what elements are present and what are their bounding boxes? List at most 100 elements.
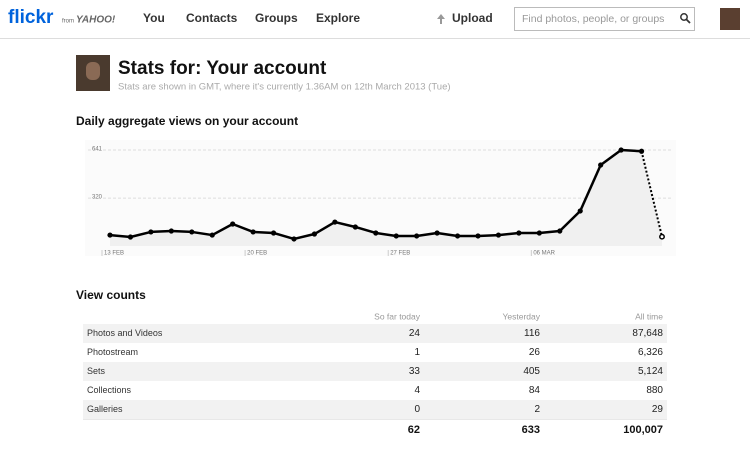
cell-value: 24 bbox=[409, 328, 421, 339]
data-point bbox=[536, 230, 542, 236]
line-segment bbox=[539, 229, 560, 235]
avatar-face bbox=[86, 62, 100, 80]
upload-link[interactable]: Upload bbox=[452, 11, 493, 25]
data-point bbox=[332, 219, 338, 225]
data-point bbox=[577, 208, 583, 214]
cell-value: 26 bbox=[529, 347, 541, 358]
data-point bbox=[373, 230, 379, 236]
data-point bbox=[434, 230, 440, 236]
data-point bbox=[209, 232, 215, 238]
total-value: 62 bbox=[408, 424, 420, 436]
data-point bbox=[638, 148, 645, 154]
line-segment bbox=[273, 231, 295, 241]
data-point bbox=[230, 221, 236, 227]
line-segment bbox=[211, 222, 234, 237]
cell-value: 87,648 bbox=[632, 328, 663, 339]
cell-value: 84 bbox=[529, 385, 541, 396]
data-point bbox=[311, 231, 318, 237]
y-tick-label: 320 bbox=[92, 195, 103, 201]
data-point bbox=[189, 229, 195, 235]
line-segment bbox=[416, 231, 438, 238]
cell-value: 29 bbox=[652, 404, 664, 415]
table-title: View counts bbox=[76, 288, 146, 302]
table-row-bg bbox=[83, 362, 667, 381]
total-value: 633 bbox=[522, 424, 540, 436]
table-row-bg bbox=[83, 381, 667, 400]
x-tick-label: 06 MAR bbox=[533, 251, 555, 257]
row-label: Photostream bbox=[87, 347, 138, 357]
search-box[interactable] bbox=[514, 7, 695, 31]
cell-value: 4 bbox=[414, 385, 420, 396]
line-segment bbox=[640, 151, 663, 237]
nav-groups[interactable]: Groups bbox=[255, 11, 298, 25]
nav-you[interactable]: You bbox=[143, 11, 165, 25]
row-label: Sets bbox=[87, 366, 106, 376]
data-point bbox=[618, 147, 624, 153]
data-point bbox=[454, 233, 461, 239]
x-tick-label: 20 FEB bbox=[247, 251, 267, 257]
line-segment bbox=[558, 210, 582, 232]
cell-value: 1 bbox=[414, 347, 420, 358]
cell-value: 0 bbox=[414, 404, 420, 415]
line-segment bbox=[498, 231, 520, 237]
x-tick-label: 13 FEB bbox=[104, 251, 124, 257]
data-point bbox=[168, 228, 174, 234]
x-tick-label: 27 FEB bbox=[390, 251, 410, 257]
line-segment bbox=[579, 164, 602, 212]
logo-yahoo: YAHOO! bbox=[76, 15, 116, 26]
table-row-bg bbox=[83, 400, 667, 419]
line-segment bbox=[334, 220, 356, 229]
data-point bbox=[250, 229, 256, 235]
cell-value: 880 bbox=[646, 385, 663, 396]
line-segment bbox=[375, 231, 397, 238]
line-segment bbox=[130, 230, 152, 239]
data-point bbox=[148, 229, 154, 235]
data-point bbox=[291, 236, 297, 242]
data-point bbox=[659, 233, 665, 240]
table-row-bg bbox=[83, 324, 667, 343]
data-point bbox=[352, 224, 358, 230]
line-segment bbox=[313, 220, 336, 236]
cell-value: 6,326 bbox=[638, 347, 663, 358]
logo-from: from bbox=[62, 19, 74, 25]
column-header: All time bbox=[635, 311, 663, 321]
search-icon-handle bbox=[685, 18, 691, 24]
line-segment bbox=[191, 230, 213, 237]
nav-contacts[interactable]: Contacts bbox=[186, 11, 238, 25]
logo[interactable]: flickr bbox=[8, 7, 54, 28]
user-avatar[interactable] bbox=[720, 8, 740, 30]
line-segment bbox=[293, 232, 315, 241]
area bbox=[110, 150, 662, 246]
line-segment bbox=[477, 233, 499, 238]
line-segment bbox=[436, 231, 458, 238]
cell-value: 33 bbox=[409, 366, 421, 377]
data-point bbox=[107, 232, 113, 238]
search-placeholder[interactable]: Find photos, people, or groups bbox=[522, 13, 664, 25]
line-segment bbox=[150, 229, 172, 234]
nav-explore[interactable]: Explore bbox=[316, 11, 360, 25]
data-point bbox=[557, 228, 563, 234]
line-segment bbox=[109, 233, 131, 239]
row-label: Photos and Videos bbox=[87, 328, 163, 338]
data-point bbox=[127, 234, 134, 240]
data-point bbox=[495, 232, 502, 238]
line-segment bbox=[599, 149, 622, 167]
row-label: Galleries bbox=[87, 404, 123, 414]
cell-value: 405 bbox=[523, 366, 540, 377]
upload-icon[interactable] bbox=[437, 14, 445, 24]
line-segment bbox=[253, 230, 274, 235]
line-segment bbox=[621, 148, 642, 153]
total-value: 100,007 bbox=[623, 424, 663, 436]
line-segment bbox=[354, 225, 377, 235]
line-segment bbox=[232, 222, 254, 234]
data-point bbox=[475, 233, 481, 239]
cell-value: 116 bbox=[524, 328, 540, 339]
data-point bbox=[516, 230, 522, 236]
page-title: Stats for: Your account bbox=[118, 58, 327, 79]
data-point bbox=[393, 233, 399, 239]
search-icon[interactable] bbox=[680, 13, 688, 21]
column-header: So far today bbox=[374, 311, 421, 321]
column-header: Yesterday bbox=[503, 311, 541, 321]
chart-title: Daily aggregate views on your account bbox=[76, 114, 298, 128]
